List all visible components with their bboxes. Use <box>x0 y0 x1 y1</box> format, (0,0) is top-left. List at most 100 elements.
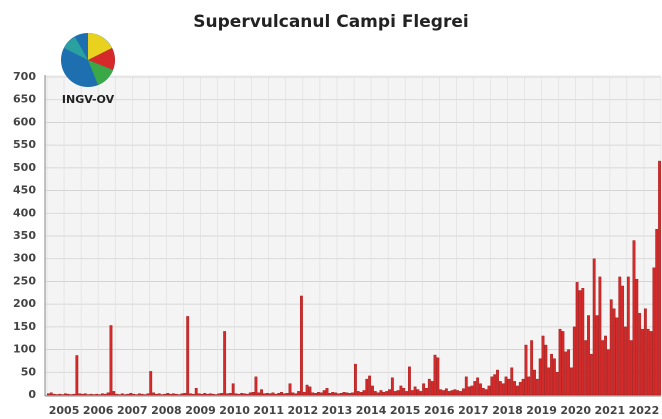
bar <box>635 278 639 396</box>
bar <box>211 393 215 396</box>
bar <box>584 340 588 396</box>
bar <box>399 385 403 396</box>
bar <box>294 393 298 396</box>
bar <box>521 378 525 396</box>
bar <box>285 392 289 396</box>
bar <box>174 393 178 396</box>
bar <box>598 276 602 396</box>
y-tick-label: 250 <box>13 274 36 287</box>
logo-segment <box>64 37 88 60</box>
bar <box>615 317 619 396</box>
bar <box>658 160 661 396</box>
bar <box>507 378 511 396</box>
bar <box>265 392 269 396</box>
bar <box>336 393 340 396</box>
bar <box>47 393 50 396</box>
bar <box>405 391 408 396</box>
bar <box>206 393 210 396</box>
bar <box>282 393 286 396</box>
bar <box>581 288 585 396</box>
bar <box>359 392 363 396</box>
bar <box>120 393 124 396</box>
x-tick-label: 2011 <box>253 404 284 417</box>
y-tick-label: 50 <box>21 365 37 378</box>
bar <box>481 387 485 396</box>
bar <box>632 240 636 396</box>
bar <box>183 392 187 396</box>
bar <box>103 393 107 396</box>
bar <box>95 393 99 396</box>
bar <box>220 392 224 396</box>
bar <box>393 391 397 396</box>
bar <box>578 290 582 396</box>
bar <box>277 392 281 396</box>
bar <box>254 376 258 396</box>
x-tick-label: 2009 <box>185 404 216 417</box>
bar <box>356 391 360 396</box>
bar <box>189 393 192 396</box>
bar <box>314 392 318 396</box>
bar <box>132 393 136 396</box>
bar <box>464 376 468 396</box>
bar <box>268 393 272 396</box>
bar <box>328 392 332 396</box>
bar <box>299 295 303 396</box>
bar <box>115 393 119 396</box>
bar <box>550 353 553 396</box>
bar <box>476 377 480 396</box>
x-tick-label: 2022 <box>629 404 660 417</box>
x-tick-label: 2021 <box>595 404 626 417</box>
logo-text: INGV-OV <box>62 93 115 106</box>
bar <box>317 392 320 396</box>
bar <box>297 391 300 396</box>
bar <box>587 315 590 396</box>
bar <box>567 349 571 396</box>
bar <box>217 393 221 396</box>
bar <box>436 357 440 396</box>
bar <box>271 392 275 396</box>
bar <box>408 366 411 396</box>
bar <box>371 385 374 396</box>
bar <box>643 308 647 396</box>
bar <box>467 386 471 396</box>
x-tick-label: 2007 <box>117 404 148 417</box>
bar <box>388 389 391 396</box>
bar <box>462 388 465 396</box>
bar <box>504 376 508 396</box>
bar <box>425 387 428 396</box>
bar <box>64 393 67 396</box>
bar <box>442 390 445 396</box>
bar <box>331 392 335 396</box>
logo: INGV-OV <box>61 33 115 106</box>
bar <box>629 340 633 396</box>
bar <box>109 325 113 396</box>
bar <box>544 344 548 396</box>
bar <box>155 393 158 396</box>
bar <box>166 392 170 396</box>
bar <box>416 389 420 396</box>
bar <box>558 328 562 396</box>
bar <box>535 378 539 396</box>
y-tick-label: 300 <box>13 252 36 265</box>
bar <box>641 328 644 396</box>
bar <box>78 393 82 396</box>
bar <box>447 391 451 396</box>
bar <box>163 393 167 396</box>
logo-segment <box>88 60 113 85</box>
bar <box>609 299 613 396</box>
bar <box>595 315 599 396</box>
bar <box>365 378 369 396</box>
x-tick-label: 2005 <box>49 404 80 417</box>
x-tick-label: 2008 <box>151 404 182 417</box>
bar <box>484 389 488 396</box>
bar <box>157 393 161 396</box>
bar <box>172 393 175 396</box>
bar <box>126 393 130 396</box>
bar <box>251 392 255 396</box>
bar <box>311 392 315 396</box>
bar <box>106 392 110 396</box>
bar <box>589 353 593 396</box>
bar <box>354 363 357 396</box>
bar <box>385 391 389 396</box>
bar <box>555 372 559 396</box>
